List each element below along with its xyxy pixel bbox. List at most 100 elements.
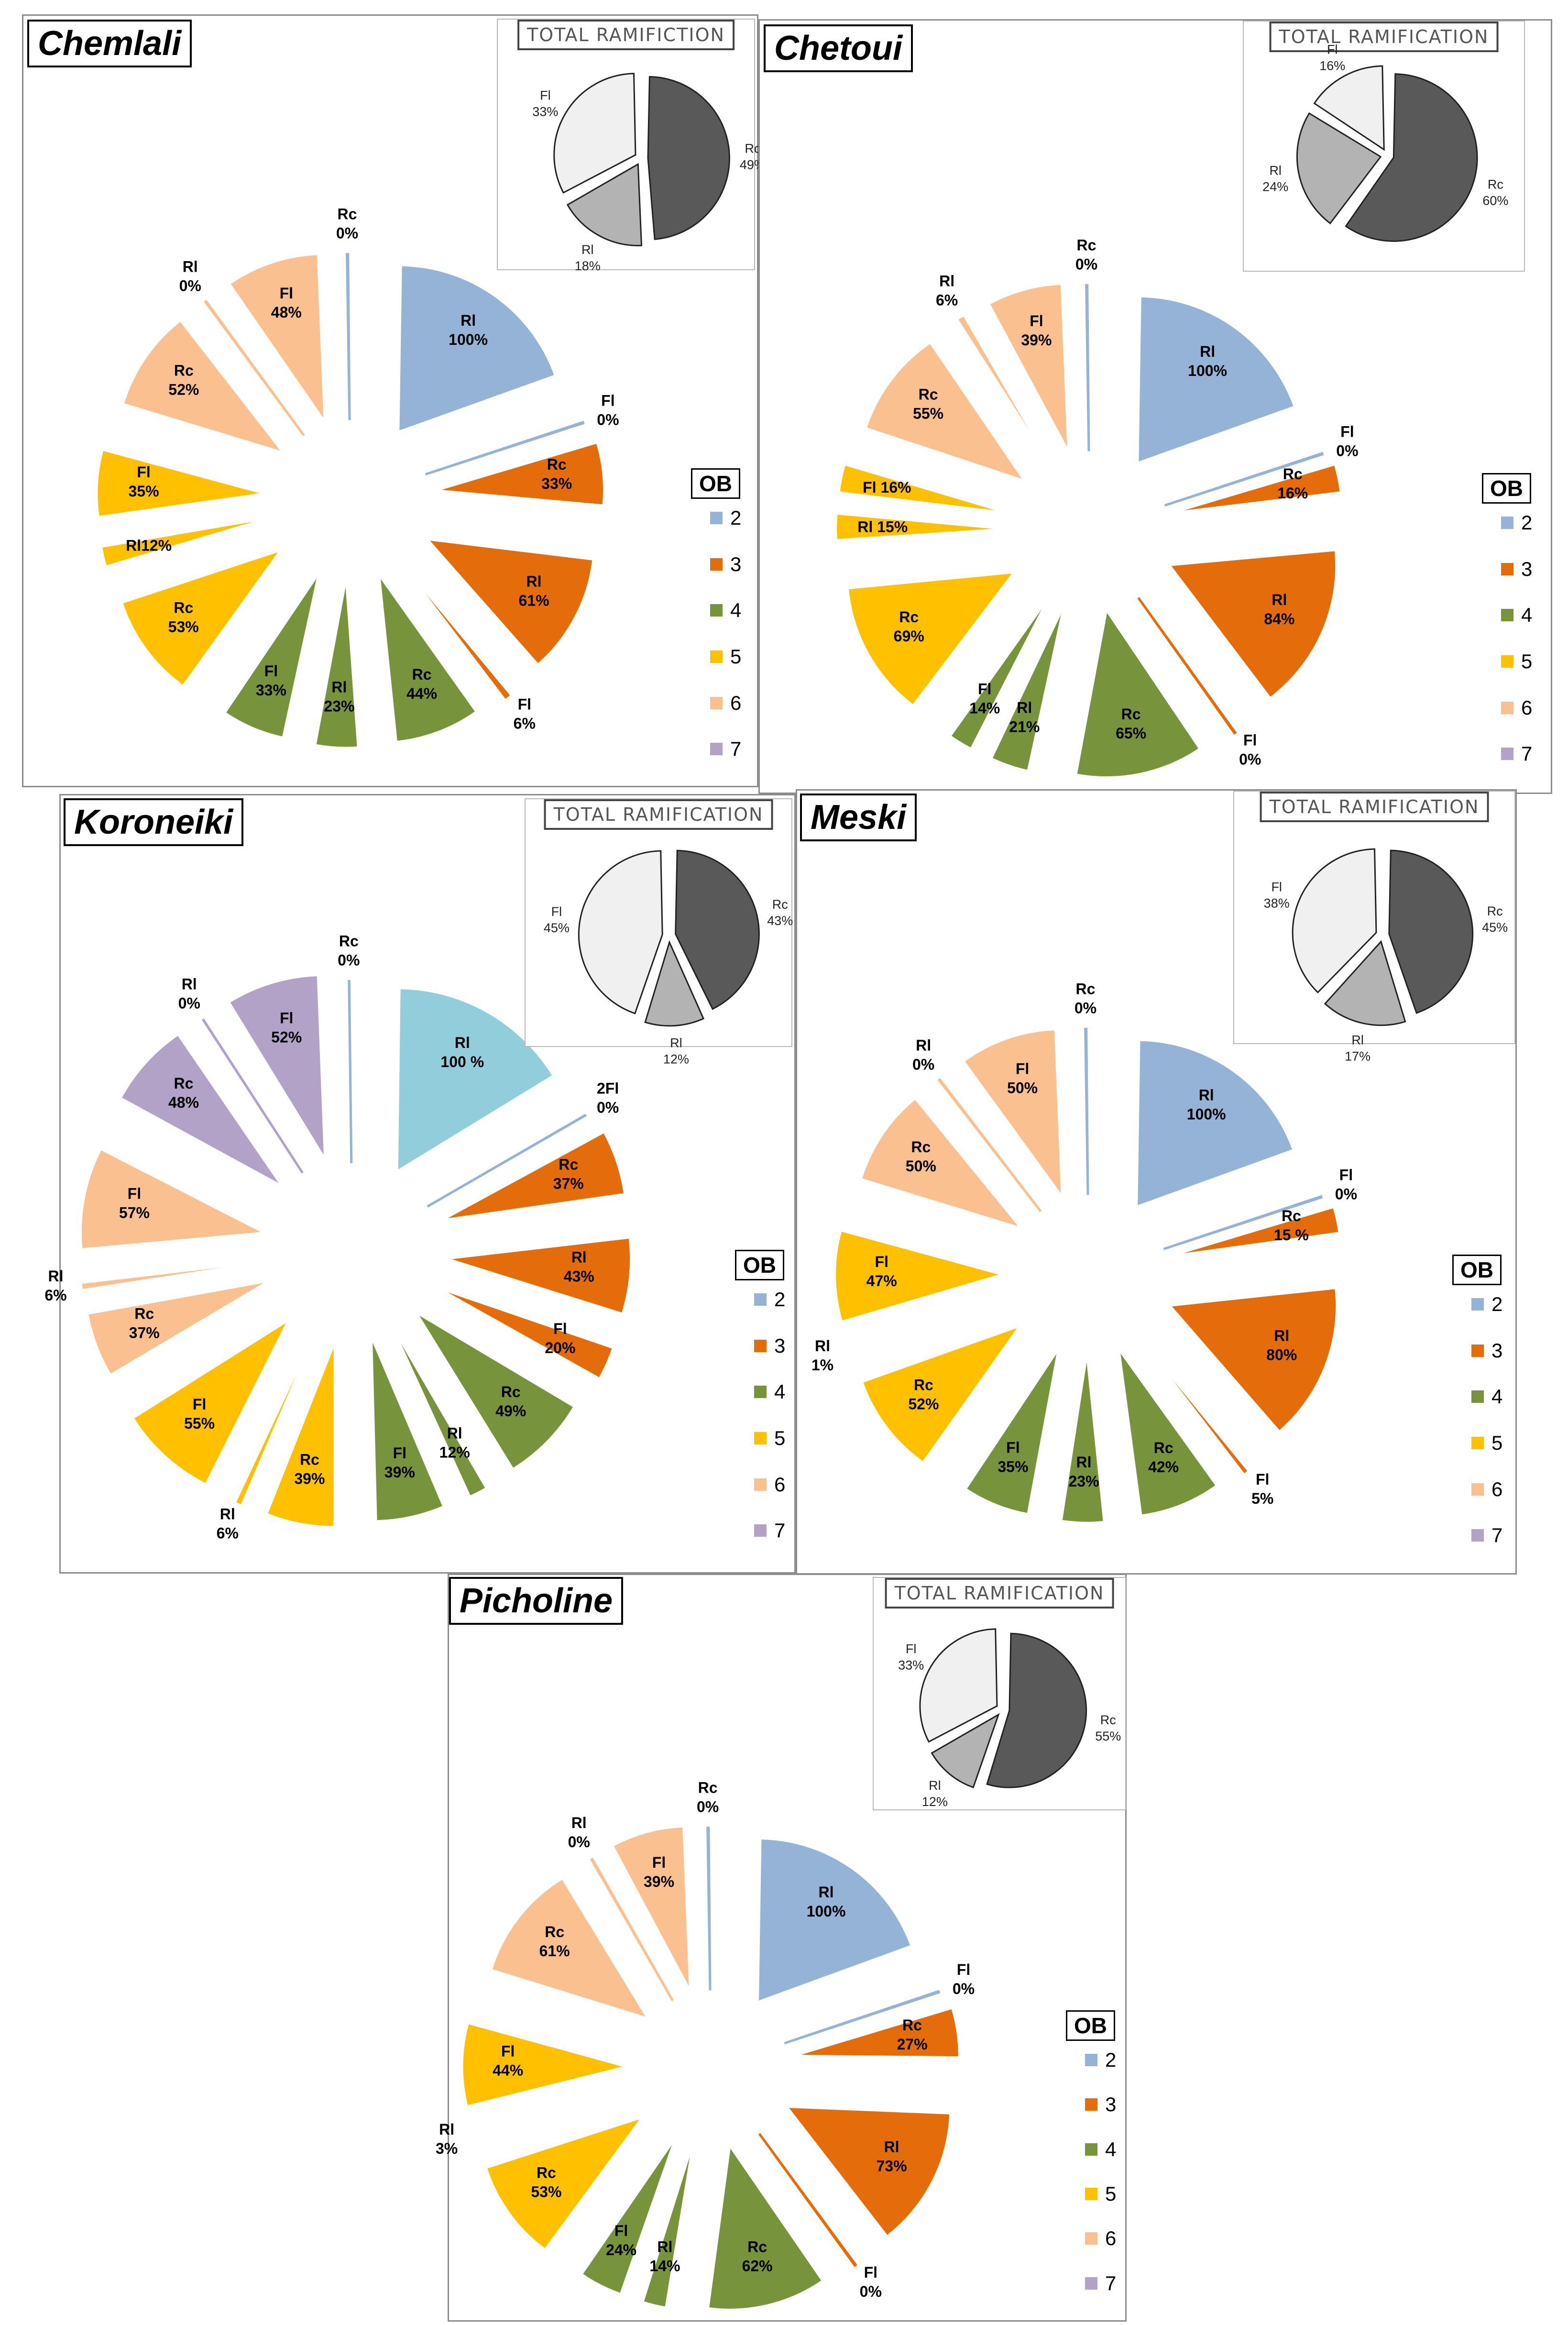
slice-label: Rc bbox=[174, 1075, 194, 1092]
slice-label: Rl bbox=[1272, 591, 1287, 608]
slice-percent: 57% bbox=[119, 1204, 150, 1222]
legend-item-6: 6 bbox=[1085, 2227, 1116, 2250]
slice-label: Rl bbox=[183, 258, 198, 275]
legend-label: 2 bbox=[730, 507, 742, 529]
slice-percent: 27% bbox=[897, 2036, 927, 2053]
pie-slice bbox=[461, 2022, 628, 2107]
slice-rc-ob5: Rc 53% bbox=[121, 549, 282, 687]
slice-percent: 100 % bbox=[440, 1053, 484, 1070]
pie-slice bbox=[786, 2106, 951, 2237]
legend-label: 7 bbox=[730, 738, 742, 760]
total-pie-slice bbox=[578, 850, 663, 1014]
legend-label: 5 bbox=[774, 1427, 786, 1449]
slice-rl-ob4: Rl 23% bbox=[1061, 1356, 1105, 1523]
total-inset-koroneiki: TOTAL RAMIFICATION Rc 43% Rl 12% Fl 45% bbox=[525, 798, 793, 1067]
legend-item-3: 3 bbox=[754, 1334, 785, 1357]
slice-percent: 61% bbox=[539, 1942, 570, 1960]
total-slice-rl: Rl 17% bbox=[1324, 940, 1406, 1063]
total-slice-percent: 16% bbox=[1319, 58, 1345, 73]
legend-label: 3 bbox=[774, 1334, 786, 1357]
slice-fl-ob2: Fl0% bbox=[784, 1961, 975, 2045]
legend-label: 4 bbox=[1491, 1385, 1503, 1408]
chart-title: Meski bbox=[800, 793, 917, 841]
slice-rl-ob2: Rl 100 % bbox=[396, 988, 554, 1172]
slice-rc-ob2: Rc 0% bbox=[697, 1779, 719, 1991]
slice-label: Rc bbox=[919, 386, 938, 403]
legend-swatch bbox=[754, 1386, 767, 1399]
slice-label: Fl bbox=[652, 1854, 666, 1871]
legend-label: 7 bbox=[774, 1519, 786, 1542]
pie-slice bbox=[784, 1990, 941, 2045]
pie-slice bbox=[1084, 1027, 1089, 1195]
slice-label: 2Fl bbox=[597, 1080, 619, 1097]
slice-fl-ob3: Fl 0% bbox=[758, 2133, 882, 2300]
pie-slice bbox=[865, 342, 1026, 482]
legend-label: 4 bbox=[774, 1380, 786, 1403]
pie-slice bbox=[988, 283, 1069, 451]
total-slice-percent: 24% bbox=[1262, 180, 1288, 194]
slice-label: Rl bbox=[439, 2121, 454, 2138]
legend-swatch bbox=[710, 512, 723, 524]
slice-rl-ob3: Rl 84% bbox=[1169, 550, 1337, 699]
slice-label: Rl bbox=[657, 2238, 672, 2255]
slice-rc-ob4: Rc 49% bbox=[417, 1313, 575, 1470]
slice-rl-15-ob5: Rl 15% bbox=[835, 513, 1002, 540]
slice-percent: 0% bbox=[597, 1099, 619, 1116]
legend-item-4: 4 bbox=[1085, 2138, 1116, 2161]
pie-slice bbox=[425, 420, 585, 476]
pie-slice bbox=[224, 574, 319, 738]
slice-fl-ob4: Fl 24% bbox=[581, 2139, 675, 2295]
slice-label: Rl bbox=[1200, 343, 1215, 360]
slice-rc-ob2: Rc 0% bbox=[1075, 237, 1097, 452]
total-inset-meski: TOTAL RAMIFICATION Rc 45% Rl 17% Fl 38% bbox=[1233, 791, 1515, 1063]
slice-label: Rc bbox=[914, 1376, 933, 1393]
pie-slice bbox=[228, 974, 326, 1160]
slice-label: Fl bbox=[1340, 423, 1354, 441]
slice-percent: 49% bbox=[495, 1402, 526, 1420]
pie-slice bbox=[485, 2116, 643, 2250]
pie-slice bbox=[707, 2145, 823, 2310]
slice-percent: 52% bbox=[271, 1029, 302, 1046]
pie-slice bbox=[266, 1344, 335, 1528]
slice-label: Fl bbox=[393, 1444, 406, 1462]
slice-fl-ob5: Fl 47% bbox=[834, 1230, 1004, 1322]
slice-fl-ob2: Fl0% bbox=[1164, 423, 1359, 507]
total-pie-koroneiki: Rc 43% Rl 12% Fl 45% bbox=[544, 849, 793, 1067]
slice-rl-ob4: Rl 12% bbox=[394, 1330, 487, 1498]
slice-percent: 39% bbox=[384, 1464, 415, 1481]
legend-item-7: 7 bbox=[1085, 2272, 1116, 2295]
slice-label: Rl bbox=[815, 1337, 830, 1355]
slice-percent: 80% bbox=[1266, 1346, 1297, 1364]
total-pie-slice bbox=[1296, 112, 1382, 225]
total-slice-label: Fl bbox=[540, 88, 551, 102]
total-slice-fl: Fl 33% bbox=[898, 1628, 998, 1743]
legend-meski: OB 2 3 4 5 6 7 bbox=[1452, 1255, 1514, 1570]
total-pie-picholine: Rc 55% Rl 12% Fl 33% bbox=[898, 1628, 1121, 1809]
pie-slice bbox=[346, 253, 351, 420]
legend-swatch bbox=[710, 743, 723, 756]
pie-slice bbox=[796, 2007, 960, 2058]
slice-rl-ob2: Rl 100% bbox=[1136, 1039, 1294, 1207]
slice-percent: 55% bbox=[913, 405, 943, 422]
slice-percent: 14% bbox=[649, 2257, 680, 2274]
legend-item-4: 4 bbox=[754, 1380, 785, 1403]
legend-item-7: 7 bbox=[710, 738, 741, 760]
slice-label: Fl bbox=[1339, 1166, 1353, 1183]
pie-slice bbox=[1169, 550, 1337, 699]
slice-fl-ob3: Fl 20% bbox=[440, 1288, 614, 1379]
pie-slice bbox=[956, 314, 1048, 460]
slice-label: Rl bbox=[461, 312, 476, 329]
pie-slice bbox=[581, 2139, 675, 2295]
pie-slice bbox=[1174, 1206, 1340, 1256]
slice-fl-ob6: Fl 50% bbox=[963, 1029, 1063, 1198]
slice-label: Rc bbox=[547, 456, 567, 473]
legend-item-7: 7 bbox=[1501, 742, 1532, 765]
slice-percent: 84% bbox=[1264, 610, 1294, 628]
total-pie-slice bbox=[553, 73, 636, 194]
slice-percent: 69% bbox=[894, 628, 924, 645]
legend-swatch bbox=[1085, 2098, 1097, 2111]
slice-rl-ob3: Rl 73% bbox=[786, 2106, 951, 2237]
pie-slice bbox=[80, 1261, 263, 1291]
pie-chart-chetoui: Rl100%Fl0%Rc16%Rl84%Fl0%Rc65%Rl21%Fl14%R… bbox=[835, 237, 1359, 778]
legend-label: 2 bbox=[1521, 511, 1533, 534]
